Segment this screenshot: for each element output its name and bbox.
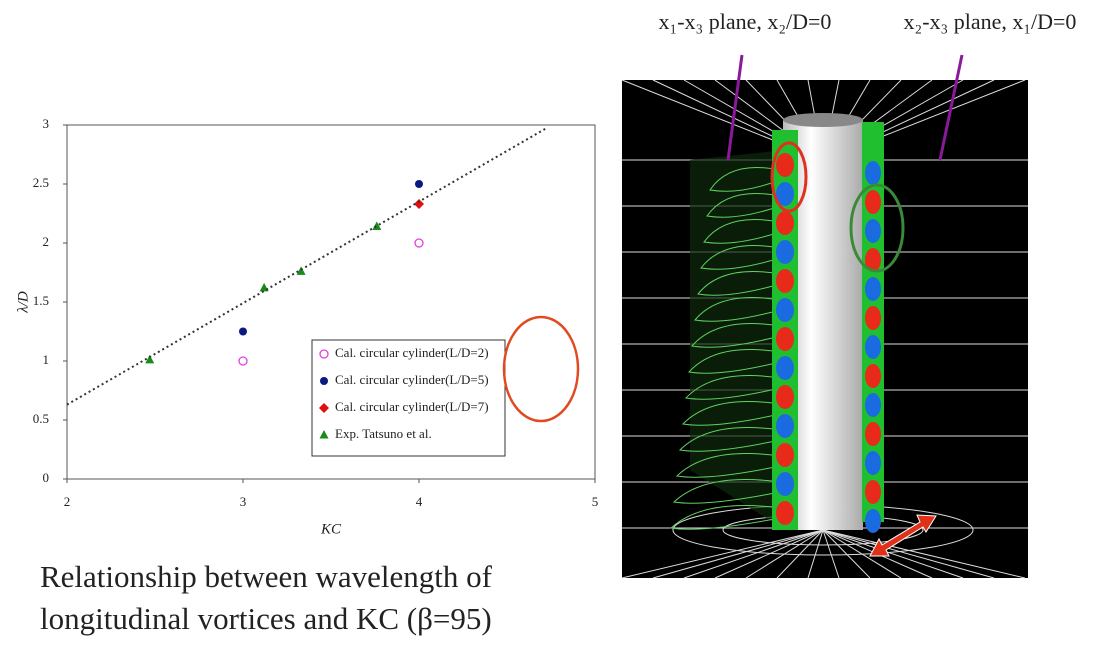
- contour-line: [694, 297, 781, 322]
- legend-label: Cal. circular cylinder(L/D=5): [335, 372, 489, 387]
- y-tick-label: 3: [43, 116, 50, 131]
- contour-line: [691, 323, 781, 348]
- plane-label: x₁-x₃ plane, x₂/D=0: [659, 9, 832, 34]
- data-point: [145, 354, 155, 364]
- vortex-blob: [865, 335, 881, 359]
- trend-line: [66, 127, 547, 406]
- grid-strand: [621, 529, 824, 579]
- y-tick-label: 1.5: [33, 293, 49, 308]
- vortex-blob: [865, 422, 881, 446]
- data-point: [239, 327, 247, 336]
- vortex-blob: [776, 211, 794, 235]
- vortex-blob: [865, 219, 881, 243]
- vortex-blob: [865, 451, 881, 475]
- grid-strand: [683, 529, 824, 579]
- legend-swatch: [319, 349, 329, 359]
- x-tick-label: 3: [240, 494, 247, 509]
- grid-strand: [714, 529, 824, 579]
- contour-region: [690, 150, 785, 530]
- grid-strand: [822, 529, 871, 579]
- vortex-blob: [776, 356, 794, 380]
- legend-label: Exp. Tatsuno et al.: [335, 426, 432, 441]
- legend-label: Cal. circular cylinder(L/D=7): [335, 399, 489, 414]
- motion-arrow: [869, 514, 937, 557]
- plane-label: x₂-x₃ plane, x₁/D=0: [904, 9, 1077, 34]
- contour-line: [684, 375, 781, 400]
- green-circle-annotation: [849, 183, 905, 273]
- contour-line: [672, 479, 781, 504]
- vortex-blob: [865, 480, 881, 504]
- vortex-blobs: [776, 153, 881, 533]
- x-tick-label: 5: [592, 494, 599, 509]
- contour-line: [700, 245, 781, 270]
- y-axis-label: λ/D: [15, 291, 31, 314]
- caption: Relationship between wavelength of: [40, 559, 493, 594]
- grid-strand: [822, 529, 995, 579]
- contours: [669, 167, 781, 530]
- vortex-blob: [776, 327, 794, 351]
- contour-line: [706, 193, 781, 218]
- legend-swatch: [319, 430, 329, 439]
- y-tick-label: 1: [43, 352, 50, 367]
- x-tick-label: 4: [416, 494, 423, 509]
- x-tick-label: 2: [64, 494, 71, 509]
- vortex-blob: [776, 298, 794, 322]
- vortex-blob: [865, 161, 881, 185]
- legend-label: Cal. circular cylinder(L/D=2): [335, 345, 489, 360]
- caption: longitudinal vortices and KC (β=95): [40, 601, 492, 636]
- legend: [311, 339, 506, 457]
- grid-strand: [822, 529, 964, 579]
- vortex-blob: [776, 269, 794, 293]
- contour-line: [669, 505, 781, 530]
- grid-strand: [776, 529, 824, 579]
- vortex-blob: [776, 385, 794, 409]
- contour-line: [688, 349, 781, 374]
- contour-line: [703, 219, 781, 244]
- simulation-image: [621, 54, 1028, 579]
- grid-strand: [807, 529, 824, 579]
- vortex-blob: [865, 509, 881, 533]
- grid-strand: [822, 529, 1026, 579]
- y-tick-label: 0.5: [33, 411, 49, 426]
- contour-line: [697, 271, 781, 296]
- grid-strand: [822, 529, 840, 579]
- vortex-blob: [776, 240, 794, 264]
- pointer-line: [726, 54, 744, 161]
- vortex-blob: [776, 472, 794, 496]
- legend-annotation: [502, 315, 580, 423]
- red-circle-annotation: [770, 141, 808, 213]
- y-tick-label: 2.5: [33, 175, 49, 190]
- pointer-line: [938, 54, 964, 161]
- contour-line: [678, 427, 781, 452]
- data-point: [296, 266, 306, 275]
- y-tick-label: 2: [43, 234, 50, 249]
- vortex-blob: [865, 306, 881, 330]
- vortex-blob: [776, 501, 794, 525]
- legend-swatch: [319, 403, 329, 413]
- vortex-blob: [776, 182, 794, 206]
- contour-line: [681, 401, 781, 426]
- data-point: [415, 180, 423, 188]
- x-axis-label: KC: [320, 521, 342, 537]
- vortex-blob: [776, 153, 794, 177]
- y-tick-label: 0: [43, 470, 50, 485]
- data-point: [414, 199, 424, 210]
- contour-line: [709, 167, 781, 192]
- perspective-grid: [621, 79, 1028, 579]
- data-point: [238, 356, 248, 366]
- vortex-blob: [776, 443, 794, 467]
- vortex-blob: [865, 277, 881, 301]
- data-point: [414, 238, 424, 248]
- grid-strand: [652, 529, 824, 579]
- vortex-blob: [865, 190, 881, 214]
- data-point: [372, 221, 382, 230]
- contour-line: [675, 453, 781, 478]
- legend-swatch: [320, 377, 328, 385]
- vortex-blob: [865, 248, 881, 272]
- vortex-blob: [776, 414, 794, 438]
- vortex-blob: [865, 393, 881, 417]
- vortex-blob: [865, 364, 881, 388]
- cylinder-top: [783, 113, 863, 127]
